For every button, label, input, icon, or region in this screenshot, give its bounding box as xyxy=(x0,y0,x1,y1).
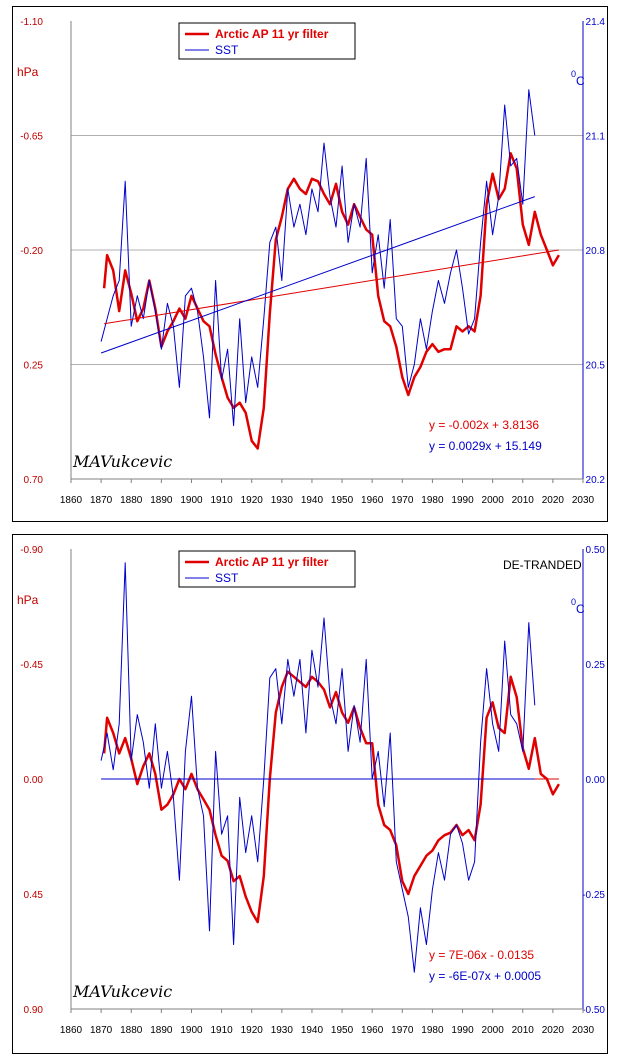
chart-1-left-tick-label: -0.20 xyxy=(20,246,43,257)
chart-1-x-tick-label: 2030 xyxy=(572,495,595,506)
chart-2-signature: MAVukcevic xyxy=(72,982,172,1001)
chart-1-x-tick-label: 1900 xyxy=(180,495,203,506)
chart-2-left-tick-label: 0.00 xyxy=(24,775,44,786)
chart-2-x-tick-label: 1890 xyxy=(150,1025,173,1036)
chart-2-legend-box xyxy=(178,550,356,588)
chart-1-right-tick-label: 20.8 xyxy=(586,246,606,257)
chart-2-x-tick-label: 1870 xyxy=(90,1025,113,1036)
chart-2-x-tick-label: 1900 xyxy=(180,1025,203,1036)
chart-2-series-arctic-ap xyxy=(102,670,560,924)
chart-1-right-tick-label: 21.1 xyxy=(586,132,606,143)
chart-2-x-tick-label: 1970 xyxy=(391,1025,414,1036)
chart-1-left-tick-label: 0.25 xyxy=(24,361,44,372)
chart-1-series-sst xyxy=(100,89,536,427)
chart-2-legend-label-ap: Arctic AP 11 yr filter xyxy=(215,555,329,569)
chart-2-x-tick-label: 1990 xyxy=(451,1025,474,1036)
chart-1-x-tick-label: 1960 xyxy=(361,495,384,506)
chart-2-svg: -0.90 0.50 -0.45 0.25 0.00 0.00 0.45 -0.25 0.90 -… xyxy=(17,545,606,1036)
chart-1-x-tick-label: 1970 xyxy=(391,495,414,506)
chart-2-equation-sst: y = -6E-07x + 0.0005 xyxy=(429,969,541,983)
chart-2-x-tick-label: 2000 xyxy=(482,1025,505,1036)
chart-1-legend-label-sst: SST xyxy=(215,43,239,57)
chart-2-right-tick-label: -0.50 xyxy=(582,1005,605,1016)
chart-2-left-tick-label: -0.45 xyxy=(20,660,43,671)
chart-2-left-tick-label: -0.90 xyxy=(20,545,43,556)
chart-1-x-tick-label: 2000 xyxy=(482,495,505,506)
chart-2-x-tick-label: 1860 xyxy=(60,1025,83,1036)
chart-1-equation-sst: y = 0.0029x + 15.149 xyxy=(429,439,542,453)
chart-1-legend-label-ap: Arctic AP 11 yr filter xyxy=(215,27,329,41)
chart-2-x-tick-label: 1920 xyxy=(241,1025,264,1036)
chart-1-left-tick-label: -1.10 xyxy=(20,17,43,28)
chart-2-series-sst xyxy=(100,562,536,973)
chart-2-right-tick-label: 0.00 xyxy=(586,775,606,786)
chart-1-x-tick-label: 1870 xyxy=(90,495,113,506)
chart-2-x-tick-label: 2010 xyxy=(512,1025,535,1036)
chart-2-annotation: DE-TRANDED xyxy=(503,558,582,572)
chart-1-x-tick-label: 1930 xyxy=(271,495,294,506)
chart-1-equation-ap: y = -0.002x + 3.8136 xyxy=(429,418,539,432)
chart-1-right-tick-label: 21.4 xyxy=(586,17,606,28)
chart-2-x-tick-label: 1950 xyxy=(331,1025,354,1036)
chart-1-x-tick-label: 1920 xyxy=(241,495,264,506)
chart-2-right-tick-label: 0.25 xyxy=(586,660,606,671)
chart-1-x-tick-label: 1990 xyxy=(451,495,474,506)
chart-1-x-tick-label: 1890 xyxy=(150,495,173,506)
chart-1-left-axis-label: hPa xyxy=(17,65,39,79)
chart-1-x-tick-label: 1980 xyxy=(421,495,444,506)
chart-1-right-axis-label: 0C xyxy=(571,69,585,88)
chart-1-left-tick-label: 0.70 xyxy=(24,475,44,486)
chart-1-trendline-ap xyxy=(104,249,559,325)
chart-2-x-tick-label: 2030 xyxy=(572,1025,595,1036)
chart-1-x-tick-label: 1860 xyxy=(60,495,83,506)
chart-panel-2: -0.90 0.50 -0.45 0.25 0.00 0.00 0.45 -0.25 0.90 -… xyxy=(12,534,608,1054)
chart-1-x-tick-label: 2010 xyxy=(512,495,535,506)
chart-1-signature: MAVukcevic xyxy=(72,452,172,471)
chart-2-left-tick-label: 0.90 xyxy=(24,1005,44,1016)
chart-2-left-axis-label: hPa xyxy=(17,593,39,607)
chart-panel-1: -1.10 21.4 -0.65 21.1 -0.20 20.8 0.25 20.5 0.70 2… xyxy=(12,6,608,522)
chart-2-x-tick-label: 1880 xyxy=(120,1025,143,1036)
chart-1-left-tick-label: -0.65 xyxy=(20,132,43,143)
chart-2-right-tick-label: 0.50 xyxy=(586,545,606,556)
chart-2-right-tick-label: -0.25 xyxy=(582,890,605,901)
chart-1-series-arctic-ap xyxy=(102,152,560,450)
chart-2-legend-label-sst: SST xyxy=(215,571,239,585)
chart-2-right-axis-label: 0C xyxy=(571,597,585,616)
chart-2-x-tick-label: 1910 xyxy=(210,1025,233,1036)
chart-2-x-tick-label: 1980 xyxy=(421,1025,444,1036)
chart-2-x-tick-label: 1960 xyxy=(361,1025,384,1036)
chart-1-x-tick-label: 1880 xyxy=(120,495,143,506)
chart-1-right-tick-label: 20.2 xyxy=(586,475,606,486)
chart-1-legend-box xyxy=(178,22,356,60)
chart-1-x-tick-label: 1910 xyxy=(210,495,233,506)
chart-1-right-tick-label: 20.5 xyxy=(586,361,606,372)
chart-2-x-tick-label: 2020 xyxy=(542,1025,565,1036)
chart-1-x-tick-label: 1950 xyxy=(331,495,354,506)
chart-1-x-tick-label: 2020 xyxy=(542,495,565,506)
chart-2-x-tick-label: 1940 xyxy=(301,1025,324,1036)
chart-1-trendline-sst xyxy=(100,196,535,354)
chart-1-x-tick-label: 1940 xyxy=(301,495,324,506)
chart-2-left-tick-label: 0.45 xyxy=(24,890,44,901)
chart-2-x-tick-label: 1930 xyxy=(271,1025,294,1036)
chart-2-equation-ap: y = 7E-06x - 0.0135 xyxy=(429,948,534,962)
chart-1-svg: -1.10 21.4 -0.65 21.1 -0.20 20.8 0.25 20.5 0.70 2… xyxy=(17,17,606,506)
